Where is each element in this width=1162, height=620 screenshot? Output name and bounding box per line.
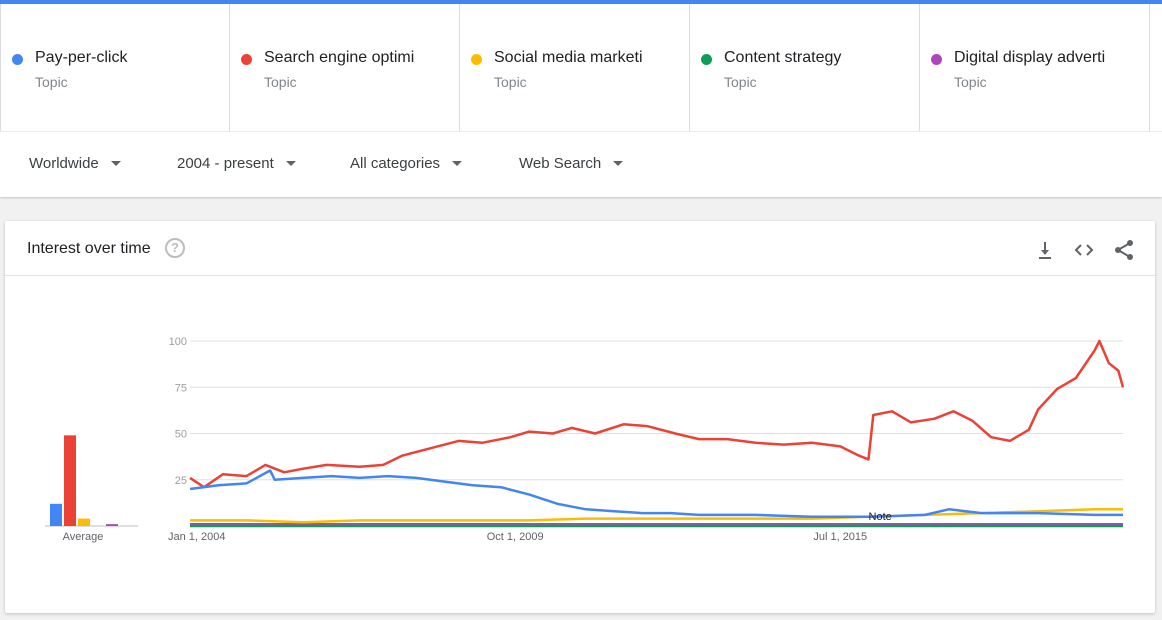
- term-name: Content strategy: [724, 49, 842, 66]
- chevron-down-icon: [285, 161, 296, 166]
- term-type: Topic: [494, 74, 527, 90]
- region-dropdown[interactable]: Worldwide: [29, 155, 121, 172]
- card-title: Interest over time: [27, 240, 151, 257]
- series-color-dot: [241, 54, 252, 65]
- filter-bar: Worldwide 2004 - present All categories …: [0, 132, 1162, 197]
- series-line: [189, 339, 1125, 489]
- x-tick-label: Jul 1, 2015: [813, 531, 867, 543]
- average-bar: [50, 503, 62, 526]
- average-bar: [78, 518, 90, 526]
- series-line: [189, 469, 1123, 519]
- y-tick-label: 50: [175, 429, 187, 441]
- chevron-down-icon: [452, 161, 463, 166]
- term-card-social-media-marketing[interactable]: Social media marketi Topic: [460, 4, 690, 131]
- time-range-label: 2004 - present: [177, 155, 274, 172]
- term-card-seo[interactable]: Search engine optimi Topic: [230, 4, 460, 131]
- help-icon[interactable]: ?: [165, 238, 185, 258]
- term-name: Digital display adverti: [954, 49, 1106, 66]
- download-icon[interactable]: [1033, 238, 1057, 262]
- term-type: Topic: [954, 74, 987, 90]
- search-property-dropdown[interactable]: Web Search: [519, 155, 624, 172]
- term-type: Topic: [724, 74, 757, 90]
- series-color-dot: [12, 54, 23, 65]
- region-label: Worldwide: [29, 155, 99, 172]
- term-card-content-strategy[interactable]: Content strategy Topic: [690, 4, 920, 131]
- term-card-pay-per-click[interactable]: Pay-per-click Topic: [0, 4, 230, 131]
- term-type: Topic: [35, 74, 68, 90]
- series-color-dot: [471, 54, 482, 65]
- y-tick-label: 25: [175, 475, 187, 487]
- x-tick-label: Jan 1, 2004: [168, 531, 226, 543]
- interest-over-time-chart: 25 50 75 100 Jan 1, 2004 Oct 1, 2009 Jul 1, 20…: [45, 336, 1125, 543]
- series-color-dot: [701, 54, 712, 65]
- series-color-dot: [931, 54, 942, 65]
- y-tick-label: 100: [169, 336, 187, 348]
- average-label: Average: [63, 531, 104, 543]
- share-icon[interactable]: [1112, 238, 1136, 262]
- top-accent-bar: [0, 0, 1162, 4]
- term-type: Topic: [264, 74, 297, 90]
- series-line: [190, 508, 1123, 524]
- term-card-digital-display-advertising[interactable]: Digital display adverti Topic: [920, 4, 1150, 131]
- time-range-dropdown[interactable]: 2004 - present: [177, 155, 296, 172]
- search-property-label: Web Search: [519, 155, 602, 172]
- interest-over-time-card: Interest over time ? 25 50 75 100 Jan 1, 200…: [5, 221, 1155, 613]
- embed-code-icon[interactable]: [1072, 238, 1096, 262]
- term-name: Social media marketi: [494, 49, 643, 66]
- category-dropdown[interactable]: All categories: [350, 155, 463, 172]
- card-header: Interest over time ?: [5, 221, 1155, 276]
- note-label: Note: [869, 511, 892, 523]
- chevron-down-icon: [110, 161, 121, 166]
- average-bar: [64, 435, 76, 526]
- term-name: Pay-per-click: [35, 49, 128, 66]
- average-bar: [106, 524, 118, 526]
- chevron-down-icon: [613, 161, 624, 166]
- category-label: All categories: [350, 155, 441, 172]
- y-tick-label: 75: [175, 382, 187, 394]
- x-tick-label: Oct 1, 2009: [487, 531, 544, 543]
- comparison-terms-bar: Pay-per-click Topic Search engine optimi…: [0, 4, 1162, 131]
- term-name: Search engine optimi: [264, 49, 415, 66]
